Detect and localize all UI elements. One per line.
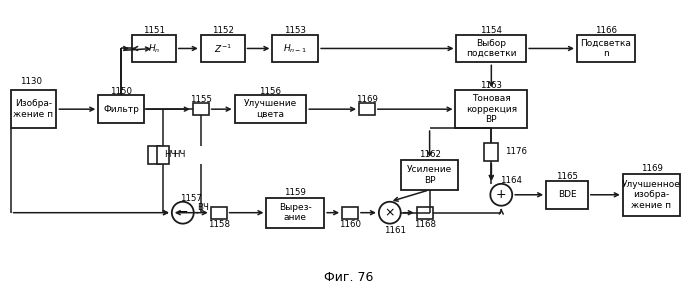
Text: 1169: 1169: [640, 164, 663, 173]
Text: Усиление
ВР: Усиление ВР: [407, 165, 452, 185]
FancyBboxPatch shape: [623, 174, 680, 216]
Text: 1159: 1159: [284, 188, 306, 197]
Text: 1154: 1154: [480, 26, 503, 35]
Text: Вырез-
ание: Вырез- ание: [279, 203, 312, 222]
Text: 1152: 1152: [212, 26, 233, 35]
FancyBboxPatch shape: [546, 181, 588, 209]
FancyBboxPatch shape: [456, 90, 527, 128]
Text: 1168: 1168: [414, 220, 435, 229]
Text: Фильтр: Фильтр: [103, 105, 139, 114]
Text: Улучшенное
изобра-
жение п: Улучшенное изобра- жение п: [622, 180, 681, 210]
Text: 1155: 1155: [189, 95, 212, 104]
Text: 1158: 1158: [208, 220, 230, 229]
Text: ×: ×: [384, 206, 395, 219]
Text: 1176: 1176: [505, 147, 527, 156]
FancyBboxPatch shape: [10, 90, 57, 128]
Text: Выбор
подсветки: Выбор подсветки: [466, 39, 517, 58]
Text: 1166: 1166: [595, 26, 617, 35]
Text: 1160: 1160: [339, 220, 361, 229]
Text: +: +: [496, 188, 507, 201]
Text: ВЧ: ВЧ: [196, 203, 208, 212]
Text: 1164: 1164: [500, 176, 522, 185]
FancyBboxPatch shape: [577, 35, 635, 62]
Text: 1161: 1161: [384, 226, 406, 235]
Text: 1156: 1156: [259, 87, 282, 96]
Text: 1151: 1151: [143, 26, 165, 35]
Text: НЧ: НЧ: [173, 151, 185, 159]
Text: 1153: 1153: [284, 26, 306, 35]
Text: 1162: 1162: [419, 151, 440, 159]
Text: 1157: 1157: [180, 194, 202, 203]
Text: Тоновая
коррекция
ВР: Тоновая коррекция ВР: [466, 94, 517, 124]
Text: 1163: 1163: [480, 81, 503, 90]
FancyBboxPatch shape: [484, 143, 498, 161]
FancyBboxPatch shape: [235, 95, 306, 123]
FancyBboxPatch shape: [456, 35, 526, 62]
FancyBboxPatch shape: [148, 146, 160, 164]
Text: $H_n$: $H_n$: [147, 42, 160, 55]
FancyBboxPatch shape: [210, 207, 226, 219]
Text: $Z^{-1}$: $Z^{-1}$: [214, 42, 231, 55]
Text: НЧ: НЧ: [164, 151, 176, 159]
Circle shape: [379, 202, 401, 224]
FancyBboxPatch shape: [193, 103, 209, 115]
Text: BDE: BDE: [558, 190, 576, 199]
FancyBboxPatch shape: [401, 160, 459, 190]
Circle shape: [172, 202, 194, 224]
FancyBboxPatch shape: [98, 95, 144, 123]
FancyBboxPatch shape: [273, 35, 318, 62]
Text: −: −: [178, 206, 188, 219]
FancyBboxPatch shape: [201, 35, 245, 62]
Text: 1165: 1165: [556, 172, 578, 181]
Text: 1130: 1130: [20, 77, 43, 86]
FancyBboxPatch shape: [157, 146, 169, 164]
Text: Подсветка
n: Подсветка n: [580, 39, 631, 58]
Text: Изобра-
жение п: Изобра- жение п: [13, 100, 54, 119]
FancyBboxPatch shape: [359, 103, 375, 115]
Text: 1150: 1150: [110, 87, 132, 96]
Text: Улучшение
цвета: Улучшение цвета: [244, 100, 297, 119]
Text: $H_{n-1}$: $H_{n-1}$: [283, 42, 308, 55]
FancyBboxPatch shape: [342, 207, 358, 219]
Text: 1169: 1169: [356, 95, 378, 104]
FancyBboxPatch shape: [132, 35, 176, 62]
Circle shape: [490, 184, 512, 206]
FancyBboxPatch shape: [266, 198, 324, 228]
FancyBboxPatch shape: [417, 207, 433, 219]
Text: Фиг. 76: Фиг. 76: [324, 271, 374, 284]
